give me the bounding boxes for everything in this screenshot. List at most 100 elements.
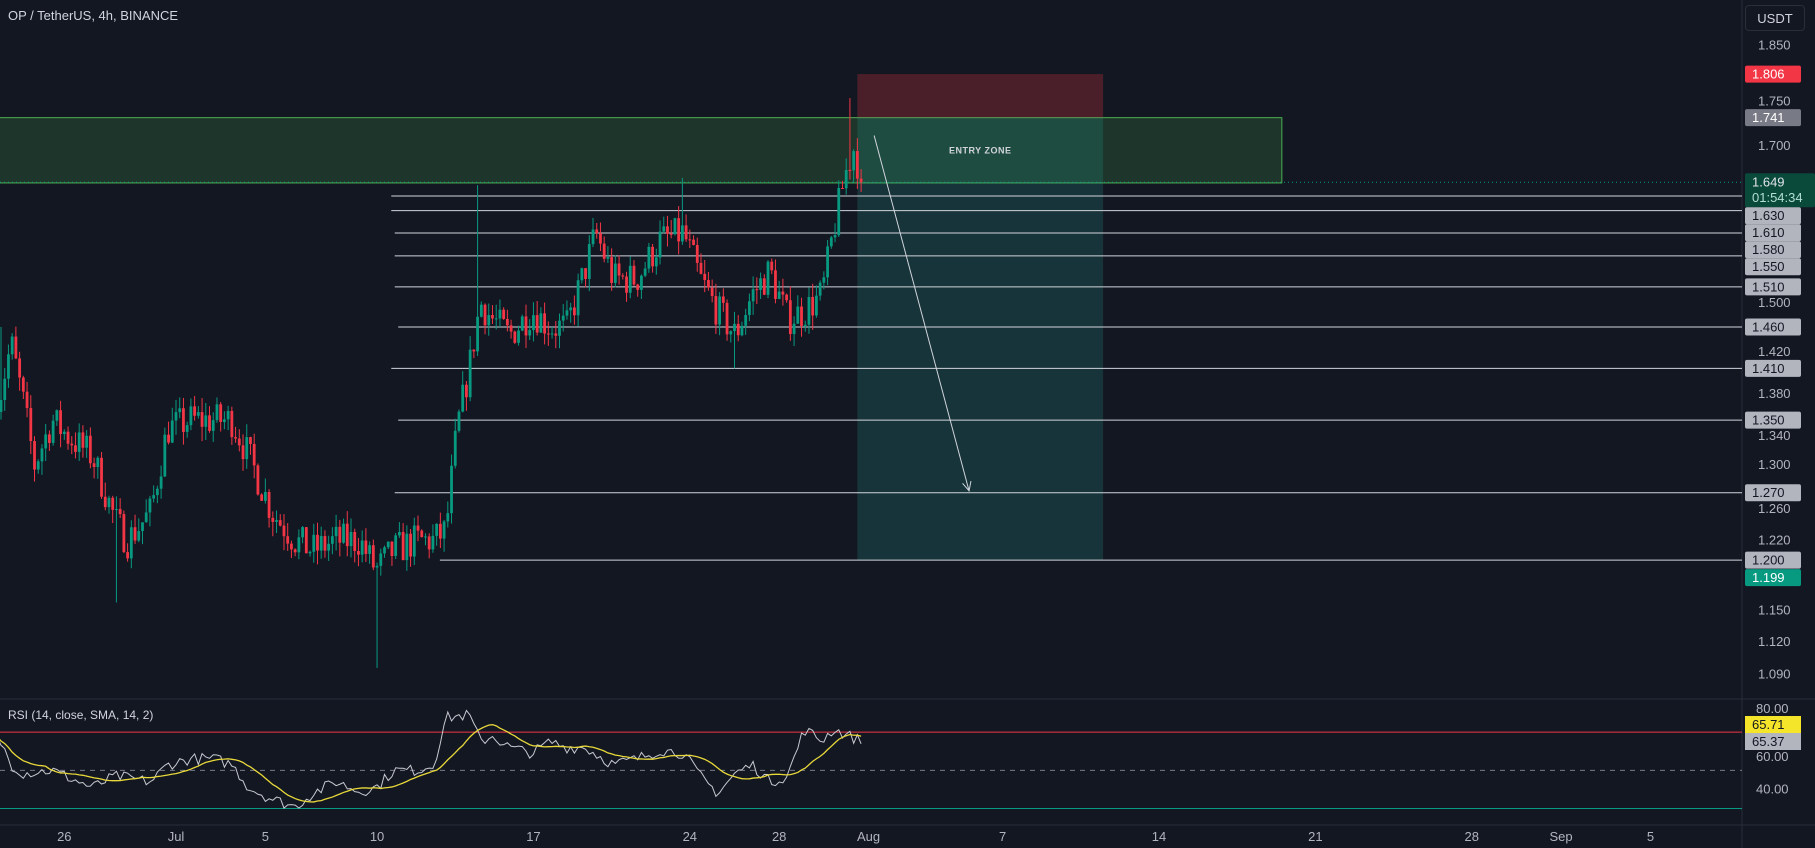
candle-body [558, 320, 561, 336]
candle-body [25, 391, 29, 409]
candle [301, 526, 304, 544]
take-profit-zone[interactable] [857, 117, 1104, 561]
candle [695, 237, 699, 272]
candle-body [323, 536, 327, 551]
candle [271, 511, 275, 537]
candle [766, 260, 770, 299]
candle-body [249, 437, 252, 444]
candle [561, 304, 565, 332]
candle [316, 522, 319, 565]
time-tick: 28 [772, 829, 786, 844]
candle-body [14, 336, 18, 359]
candle [576, 273, 580, 327]
candle [550, 326, 554, 339]
candle [167, 421, 170, 445]
candle-body [781, 291, 785, 295]
candle [487, 303, 491, 336]
candle-body [680, 225, 684, 242]
price-tick: 1.380 [1758, 386, 1791, 401]
arrow-head-icon [962, 480, 972, 492]
time-tick: 5 [262, 829, 269, 844]
price-tick: 1.700 [1758, 138, 1791, 153]
candle-body [721, 296, 725, 303]
candle-body [226, 410, 230, 420]
candle-body [457, 411, 461, 431]
currency-button[interactable]: USDT [1745, 5, 1805, 31]
candle-body [405, 533, 409, 561]
entry-price-label-text: 1.741 [1752, 110, 1785, 125]
candle-body [252, 443, 256, 466]
candle [714, 283, 718, 334]
candle-body [141, 522, 144, 532]
candle [223, 411, 226, 430]
candle-body [610, 257, 614, 283]
candle-body [256, 465, 260, 495]
candle-body [70, 443, 74, 446]
candle-body [59, 410, 62, 435]
candle-body [714, 296, 718, 325]
candle [844, 158, 848, 195]
candle-body [755, 289, 759, 291]
candle [327, 535, 331, 561]
rsi-indicator-title[interactable]: RSI (14, close, SMA, 14, 2) [8, 708, 154, 722]
candle-body [271, 517, 275, 522]
candle [740, 321, 744, 337]
stop-loss-zone[interactable] [857, 74, 1104, 118]
candle-body [438, 523, 442, 539]
time-tick: Aug [857, 829, 880, 844]
current-price-text: 1.649 [1752, 175, 1785, 190]
candle [293, 548, 297, 557]
candle-body [263, 491, 267, 501]
candle-body [666, 226, 669, 234]
candle [662, 216, 666, 234]
candle-body [427, 536, 431, 550]
candle [613, 255, 617, 288]
candle [66, 426, 70, 450]
candle-body [211, 420, 215, 431]
candle-body [844, 169, 848, 189]
candle-body [174, 412, 178, 421]
candle [7, 344, 10, 388]
level-price-label: 1.550 [1745, 258, 1801, 276]
candle [81, 425, 85, 458]
candle [710, 279, 714, 303]
candle-body [170, 420, 174, 443]
candle [349, 518, 353, 558]
candle [133, 514, 137, 544]
candle [368, 541, 372, 564]
level-price-label-text: 1.630 [1752, 208, 1785, 223]
candle-body [129, 527, 133, 559]
candle-body [539, 313, 543, 333]
price-tick: 1.150 [1758, 603, 1791, 618]
candle [852, 149, 856, 183]
candle [658, 220, 662, 265]
candle-body [643, 268, 647, 276]
candle [505, 309, 509, 332]
candle [465, 380, 468, 411]
candle [558, 313, 561, 349]
level-price-label: 1.610 [1745, 224, 1801, 242]
candle [498, 299, 502, 328]
candle [241, 434, 245, 471]
candle [479, 301, 483, 318]
entry-zone-box[interactable] [0, 117, 1283, 184]
candle-body [498, 309, 502, 319]
candle-body [777, 291, 781, 299]
candle [788, 286, 792, 341]
candle-body [446, 513, 450, 522]
candle-body [829, 237, 833, 247]
arrow-line[interactable] [873, 135, 970, 491]
candle [554, 320, 558, 349]
candle [0, 326, 3, 420]
candle-body [200, 412, 204, 427]
candle-body [126, 552, 129, 559]
candle [666, 215, 669, 247]
candle-body [695, 244, 699, 263]
candle [319, 526, 323, 559]
candle [193, 395, 197, 421]
candle-body [152, 495, 156, 499]
candle [25, 381, 29, 418]
candle-body [282, 525, 286, 537]
